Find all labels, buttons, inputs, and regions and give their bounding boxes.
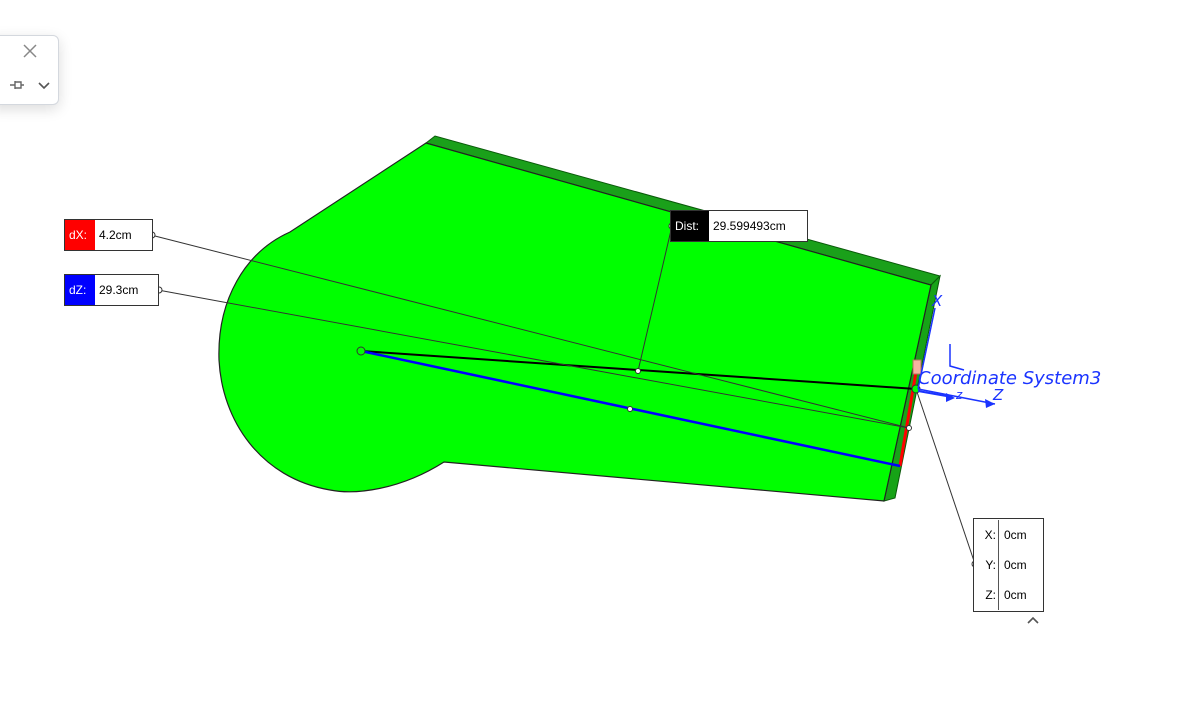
dist-value: 29.599493cm [709, 211, 790, 241]
chevron-down-icon[interactable] [37, 78, 51, 92]
dist-label: Dist: [671, 211, 709, 241]
edge-point-dot [906, 425, 912, 431]
z-row: Z: 0cm [974, 580, 1043, 610]
dx-leader [150, 234, 910, 429]
x-row: X: 0cm [974, 520, 1043, 550]
start-point[interactable] [356, 346, 366, 356]
model-front-face[interactable] [218, 142, 932, 502]
measure-mini-panel [0, 35, 59, 105]
z-axis-label-small: z [956, 388, 963, 402]
dz-leader [157, 289, 910, 429]
pin-icon[interactable] [9, 78, 25, 92]
dx-value: 4.2cm [95, 220, 136, 250]
dx-label: dX: [65, 220, 95, 250]
point-leader [915, 388, 976, 565]
dz-callout[interactable]: dZ: 29.3cm [64, 274, 159, 306]
x-coord-value: 0cm [1004, 528, 1027, 542]
x-axis-line [917, 307, 936, 390]
y-coord-label: Y: [974, 550, 999, 580]
chevron-up-icon[interactable] [1025, 614, 1041, 628]
z-axis-label: Z [993, 386, 1004, 404]
dz-mid-dot [627, 406, 633, 412]
dz-label: dZ: [65, 275, 95, 305]
dist-mid-dot [635, 368, 641, 374]
dist-callout[interactable]: Dist: 29.599493cm [670, 210, 808, 242]
z-coord-label: Z: [974, 580, 999, 610]
dx-callout[interactable]: dX: 4.2cm [64, 219, 153, 251]
coordinate-system-label[interactable]: Coordinate System3 [918, 368, 1102, 389]
origin-marker [912, 359, 922, 375]
point-coordinates-callout[interactable]: X: 0cm Y: 0cm Z: 0cm [973, 518, 1044, 612]
z-small-arrow-icon [946, 393, 955, 402]
close-icon[interactable] [21, 42, 39, 60]
x-coord-label: X: [974, 520, 999, 550]
coordinate-system-icon [949, 344, 965, 371]
dz-value: 29.3cm [95, 275, 143, 305]
dist-leader [637, 225, 673, 372]
z-axis-line [917, 388, 996, 405]
y-coord-value: 0cm [1004, 558, 1027, 572]
x-axis-label: X [932, 292, 943, 310]
y-row: Y: 0cm [974, 550, 1043, 580]
z-arrow-icon [985, 399, 995, 408]
z-coord-value: 0cm [1004, 588, 1027, 602]
selected-edge [898, 359, 920, 467]
